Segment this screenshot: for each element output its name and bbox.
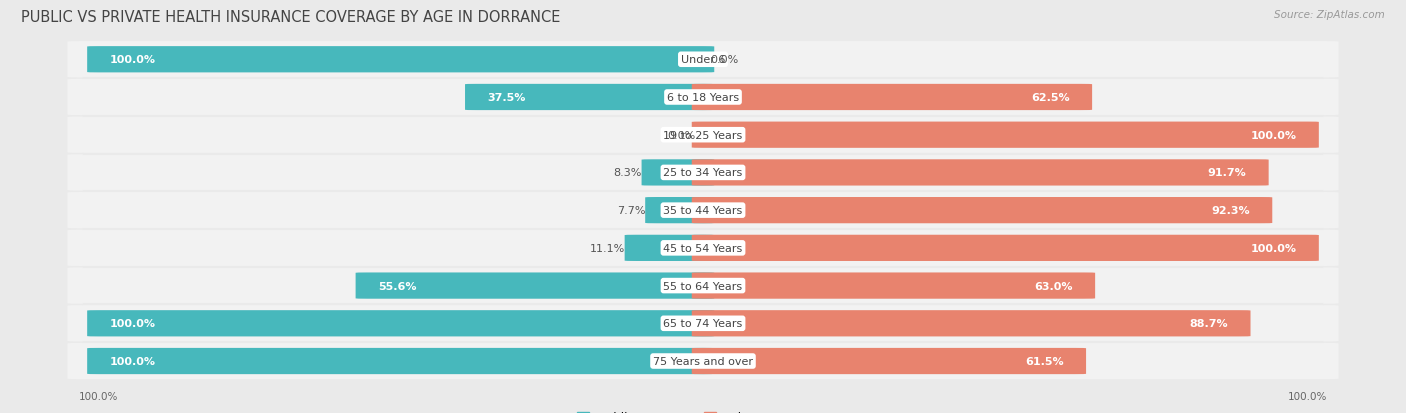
FancyBboxPatch shape: [67, 117, 1339, 154]
FancyBboxPatch shape: [465, 85, 714, 111]
Text: 45 to 54 Years: 45 to 54 Years: [664, 243, 742, 253]
Legend: Public Insurance, Private Insurance: Public Insurance, Private Insurance: [572, 406, 834, 413]
Text: 25 to 34 Years: 25 to 34 Years: [664, 168, 742, 178]
Text: 55 to 64 Years: 55 to 64 Years: [664, 281, 742, 291]
Text: 100.0%: 100.0%: [1250, 243, 1296, 253]
FancyBboxPatch shape: [692, 122, 1319, 148]
Text: Source: ZipAtlas.com: Source: ZipAtlas.com: [1274, 10, 1385, 20]
Text: 35 to 44 Years: 35 to 44 Years: [664, 206, 742, 216]
FancyBboxPatch shape: [692, 235, 1319, 261]
FancyBboxPatch shape: [67, 80, 1339, 116]
Text: Under 6: Under 6: [681, 55, 725, 65]
Text: 91.7%: 91.7%: [1208, 168, 1246, 178]
Text: 100.0%: 100.0%: [1288, 392, 1327, 401]
FancyBboxPatch shape: [67, 42, 1339, 78]
Text: 65 to 74 Years: 65 to 74 Years: [664, 318, 742, 328]
FancyBboxPatch shape: [692, 85, 1092, 111]
FancyBboxPatch shape: [67, 343, 1339, 379]
FancyBboxPatch shape: [67, 192, 1339, 229]
Text: 92.3%: 92.3%: [1211, 206, 1250, 216]
FancyBboxPatch shape: [692, 311, 1250, 337]
Text: 88.7%: 88.7%: [1189, 318, 1227, 328]
Text: 37.5%: 37.5%: [488, 93, 526, 103]
Text: 19 to 25 Years: 19 to 25 Years: [664, 131, 742, 140]
Text: PUBLIC VS PRIVATE HEALTH INSURANCE COVERAGE BY AGE IN DORRANCE: PUBLIC VS PRIVATE HEALTH INSURANCE COVER…: [21, 10, 561, 25]
FancyBboxPatch shape: [87, 47, 714, 73]
FancyBboxPatch shape: [692, 273, 1095, 299]
FancyBboxPatch shape: [356, 273, 714, 299]
FancyBboxPatch shape: [692, 160, 1268, 186]
Text: 61.5%: 61.5%: [1025, 356, 1063, 366]
Text: 55.6%: 55.6%: [378, 281, 416, 291]
Text: 6 to 18 Years: 6 to 18 Years: [666, 93, 740, 103]
Text: 0.0%: 0.0%: [710, 55, 738, 65]
Text: 8.3%: 8.3%: [613, 168, 641, 178]
FancyBboxPatch shape: [692, 197, 1272, 224]
FancyBboxPatch shape: [624, 235, 714, 261]
FancyBboxPatch shape: [67, 230, 1339, 266]
Text: 75 Years and over: 75 Years and over: [652, 356, 754, 366]
Text: 0.0%: 0.0%: [668, 131, 696, 140]
FancyBboxPatch shape: [67, 268, 1339, 304]
Text: 100.0%: 100.0%: [110, 356, 156, 366]
Text: 100.0%: 100.0%: [1250, 131, 1296, 140]
FancyBboxPatch shape: [67, 155, 1339, 191]
FancyBboxPatch shape: [87, 348, 714, 374]
FancyBboxPatch shape: [645, 197, 714, 224]
Text: 100.0%: 100.0%: [110, 318, 156, 328]
Text: 100.0%: 100.0%: [79, 392, 118, 401]
Text: 7.7%: 7.7%: [617, 206, 645, 216]
FancyBboxPatch shape: [87, 311, 714, 337]
Text: 63.0%: 63.0%: [1035, 281, 1073, 291]
Text: 62.5%: 62.5%: [1031, 93, 1070, 103]
FancyBboxPatch shape: [692, 348, 1085, 374]
Text: 100.0%: 100.0%: [110, 55, 156, 65]
Text: 11.1%: 11.1%: [589, 243, 624, 253]
FancyBboxPatch shape: [641, 160, 714, 186]
FancyBboxPatch shape: [67, 305, 1339, 342]
